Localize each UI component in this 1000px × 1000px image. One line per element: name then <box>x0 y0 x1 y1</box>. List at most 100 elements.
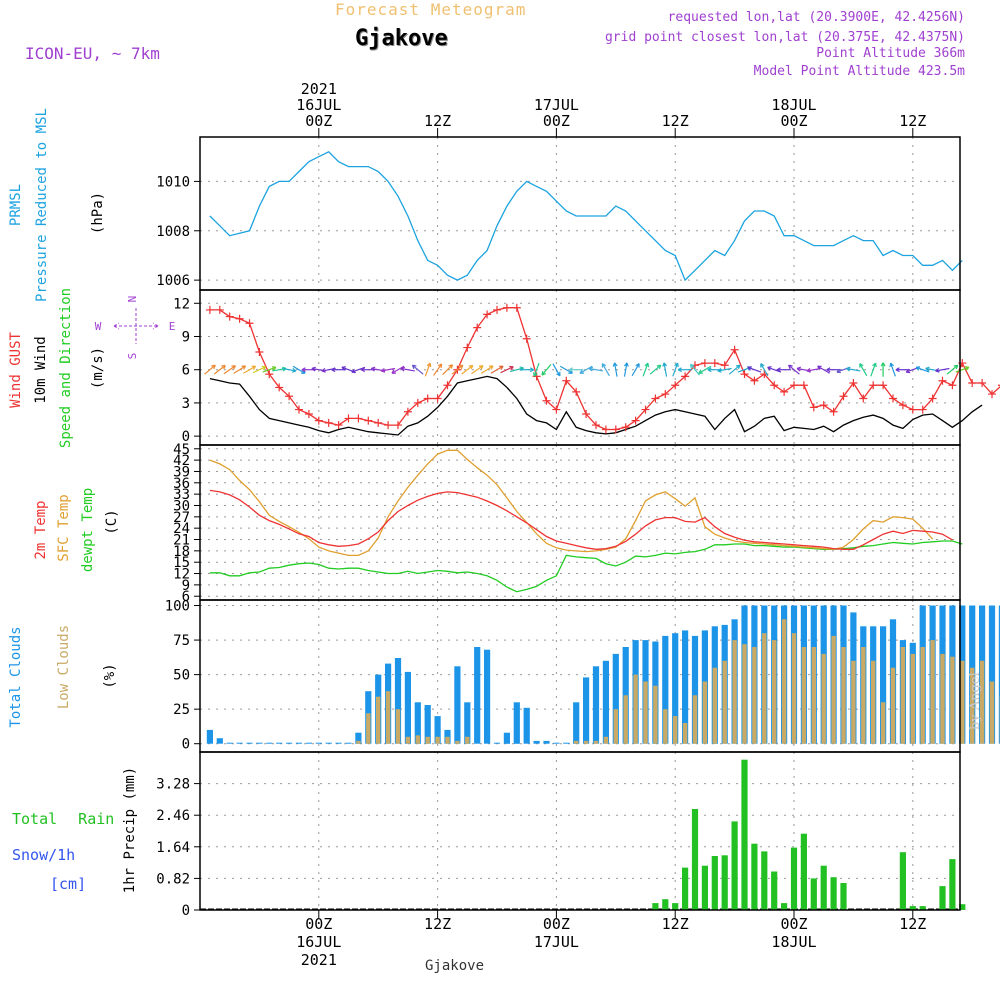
total-cloud-bar <box>236 742 243 744</box>
wind-direction-arrow <box>717 367 732 373</box>
low-cloud-bar <box>752 647 757 744</box>
watermark: by Angel <box>968 672 983 730</box>
gust-marker <box>898 401 907 410</box>
low-cloud-bar <box>841 647 846 744</box>
rain-bar <box>682 867 689 910</box>
low-cloud-bar <box>791 633 797 744</box>
wind-direction-arrow <box>400 366 415 372</box>
gust-marker <box>295 405 303 414</box>
x-tick-label-top: 00Z <box>543 112 570 130</box>
gust-marker <box>819 401 828 410</box>
x-tick-label-top: 17JUL <box>534 96 579 114</box>
gust-marker <box>740 370 749 379</box>
footer-station: Gjakove <box>425 958 485 974</box>
y-tick-label: 100 <box>165 599 190 615</box>
gust-marker <box>839 392 848 401</box>
sfc-temp-line <box>209 449 934 557</box>
low-cloud-bar <box>772 640 777 744</box>
gust-marker <box>601 425 610 434</box>
low-cloud-bar <box>682 723 688 744</box>
wind-direction-arrow <box>213 364 226 375</box>
panel-wind <box>194 290 960 445</box>
low-cloud-bar <box>643 681 648 744</box>
low-cloud-bar <box>376 696 381 744</box>
gust-marker <box>493 305 501 314</box>
x-tick-label-top: 00Z <box>305 112 332 130</box>
model-altitude: Model Point Altitude 423.5m <box>753 64 965 79</box>
total-cloud-bar <box>493 742 501 744</box>
total-cloud-bar <box>691 635 699 744</box>
low-cloud-bar <box>970 667 975 744</box>
y-tick-label: 1006 <box>156 273 190 289</box>
y-tick-label: 1.64 <box>156 840 190 856</box>
wind-direction-arrow <box>935 367 950 373</box>
x-tick-label-bottom: 12Z <box>662 915 689 933</box>
wind-direction-arrow <box>282 367 297 373</box>
total-cloud-bar <box>503 732 510 744</box>
total-cloud-bar <box>533 740 540 744</box>
wind-direction-arrow <box>642 362 650 377</box>
gust-marker <box>611 425 620 434</box>
total-cloud-bar <box>602 660 609 744</box>
x-tick-label-bottom: 2021 <box>301 951 337 969</box>
gust-marker <box>582 410 591 418</box>
gust-marker <box>364 416 373 425</box>
low-cloud-bar <box>405 736 411 744</box>
low-cloud-bar <box>702 681 708 744</box>
ylabel-rain: Total Rain <box>12 810 114 828</box>
total-cloud-bar <box>226 742 233 744</box>
gust-marker <box>681 372 690 381</box>
gust-marker <box>869 381 878 390</box>
total-cloud-bar <box>246 742 253 744</box>
rain-bar <box>909 906 916 910</box>
wind-direction-arrow <box>601 363 610 377</box>
supertitle: Forecast Meteogram <box>335 0 527 19</box>
total-cloud-bar <box>612 653 619 744</box>
gust-marker <box>275 383 284 392</box>
ylabel-t2m: 2m Temp <box>33 500 49 559</box>
gust-marker <box>324 418 333 427</box>
rain-bar <box>652 903 659 910</box>
compass-n: N <box>126 296 139 303</box>
low-cloud-bar <box>861 647 866 744</box>
low-cloud-bar <box>613 709 618 744</box>
total-cloud-bar <box>256 742 263 744</box>
wind-direction-arrow <box>806 367 821 373</box>
station-title: Gjakove <box>355 26 448 51</box>
wind-direction-arrow <box>846 366 861 372</box>
wind-direction-arrow <box>880 362 886 377</box>
total-cloud-bar <box>573 702 580 744</box>
y-tick-label: 18 <box>173 544 190 560</box>
gust-marker <box>770 381 779 390</box>
low-cloud-bar <box>821 653 826 744</box>
wind-direction-arrow <box>533 362 540 377</box>
gust-marker <box>314 416 323 425</box>
compass-rose <box>113 308 159 344</box>
gust-marker <box>988 390 996 399</box>
wind-gust-line <box>209 307 1000 431</box>
low-cloud-bar <box>890 667 896 744</box>
low-cloud-bar <box>900 647 906 744</box>
gust-marker <box>334 421 343 430</box>
gust-marker <box>433 394 442 403</box>
panel-frame <box>199 136 961 291</box>
total-cloud-bar <box>394 658 402 744</box>
gust-marker <box>641 405 650 414</box>
low-cloud-bar <box>979 660 985 744</box>
gust-marker <box>522 334 531 343</box>
wind-direction-arrow <box>588 366 603 372</box>
total-cloud-bar <box>998 605 1000 744</box>
x-tick-label-top: 12Z <box>899 112 926 130</box>
gust-marker <box>849 379 858 387</box>
low-cloud-bar <box>455 740 460 744</box>
wind-direction-arrow <box>433 363 443 376</box>
x-tick-label-bottom: 00Z <box>305 915 332 933</box>
gust-marker <box>908 405 917 414</box>
wind-direction-arrow <box>689 363 700 376</box>
wind-direction-arrow <box>946 364 959 375</box>
wind-direction-arrow <box>442 364 454 376</box>
x-tick-label-top: 12Z <box>662 112 689 130</box>
gust-marker <box>651 394 660 403</box>
compass-e: E <box>169 320 176 333</box>
